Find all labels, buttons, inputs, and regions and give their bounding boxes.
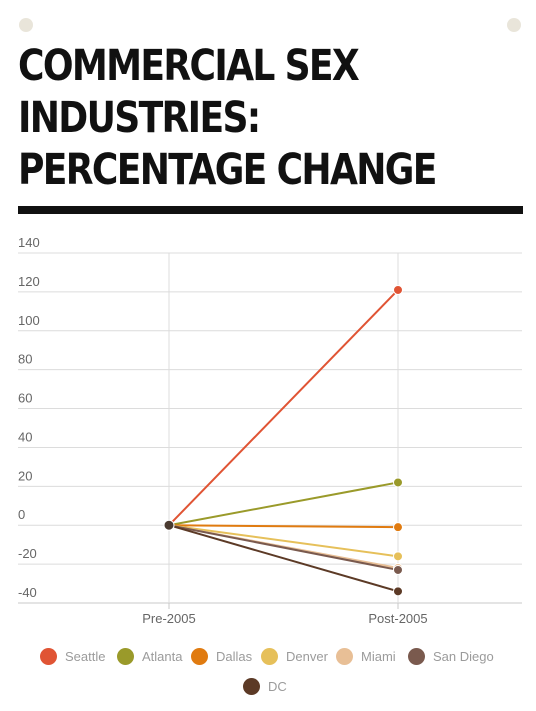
legend-swatch bbox=[336, 648, 353, 665]
series-point-dallas bbox=[393, 522, 403, 533]
legend-swatch bbox=[191, 648, 208, 665]
series-point-san-diego bbox=[393, 564, 403, 575]
origin-point bbox=[163, 519, 175, 531]
title-line-1: COMMERCIAL SEX bbox=[18, 41, 360, 91]
title-rule bbox=[18, 206, 523, 214]
legend-item: Atlanta bbox=[117, 648, 182, 665]
legend-item: Denver bbox=[261, 648, 328, 665]
legend-label: San Diego bbox=[433, 649, 494, 664]
legend-swatch bbox=[40, 648, 57, 665]
title-line-2: INDUSTRIES: bbox=[18, 93, 261, 143]
corner-dot-right bbox=[507, 18, 521, 32]
legend-label: Seattle bbox=[65, 649, 106, 664]
y-tick-label: -40 bbox=[18, 585, 37, 600]
legend-label: Atlanta bbox=[142, 649, 183, 664]
legend-swatch bbox=[117, 648, 134, 665]
legend-item: DC bbox=[243, 678, 287, 695]
legend-label: Miami bbox=[361, 649, 396, 664]
y-tick-label: 20 bbox=[18, 468, 32, 483]
y-tick-label: 0 bbox=[18, 507, 25, 522]
y-tick-label: 120 bbox=[18, 274, 40, 289]
x-tick-label: Post-2005 bbox=[368, 611, 427, 626]
legend-swatch bbox=[408, 648, 425, 665]
line-chart: 140 120 100 80 60 40 20 0 -20 -40 Pre-2005 Post-200… bbox=[18, 235, 522, 626]
legend-label: Dallas bbox=[216, 649, 253, 664]
chart-legend: Seattle Atlanta Dallas Denver Miami San Diego… bbox=[0, 646, 536, 706]
legend-item: San Diego bbox=[408, 648, 494, 665]
title-line-3: PERCENTAGE CHANGE bbox=[18, 145, 437, 195]
series-line-atlanta bbox=[168, 481, 399, 527]
legend-label: Denver bbox=[286, 649, 328, 664]
chart-title: COMMERCIAL SEX INDUSTRIES: PERCENTAGE CH… bbox=[18, 40, 442, 196]
series-point-denver bbox=[393, 551, 403, 562]
series-line-denver bbox=[168, 524, 399, 558]
series-line-dallas bbox=[168, 524, 399, 529]
series-point-seattle bbox=[393, 284, 403, 295]
series-line-dc bbox=[168, 524, 399, 593]
legend-swatch bbox=[261, 648, 278, 665]
series-point-atlanta bbox=[393, 477, 403, 488]
legend-item: Seattle bbox=[40, 648, 105, 665]
y-tick-label: 60 bbox=[18, 391, 32, 406]
x-tick-label: Pre-2005 bbox=[142, 611, 195, 626]
legend-item: Miami bbox=[336, 648, 396, 665]
series-line-san-diego bbox=[168, 524, 399, 571]
y-tick-label: 100 bbox=[18, 313, 40, 328]
y-tick-label: 140 bbox=[18, 235, 40, 250]
legend-swatch bbox=[243, 678, 260, 695]
legend-label: DC bbox=[268, 679, 287, 694]
y-tick-label: 80 bbox=[18, 352, 32, 367]
series-line-seattle bbox=[168, 289, 399, 526]
legend-item: Dallas bbox=[191, 648, 252, 665]
y-tick-label: -20 bbox=[18, 546, 37, 561]
y-tick-label: 40 bbox=[18, 429, 32, 444]
corner-dot-left bbox=[19, 18, 33, 32]
series-point-dc bbox=[393, 586, 403, 597]
